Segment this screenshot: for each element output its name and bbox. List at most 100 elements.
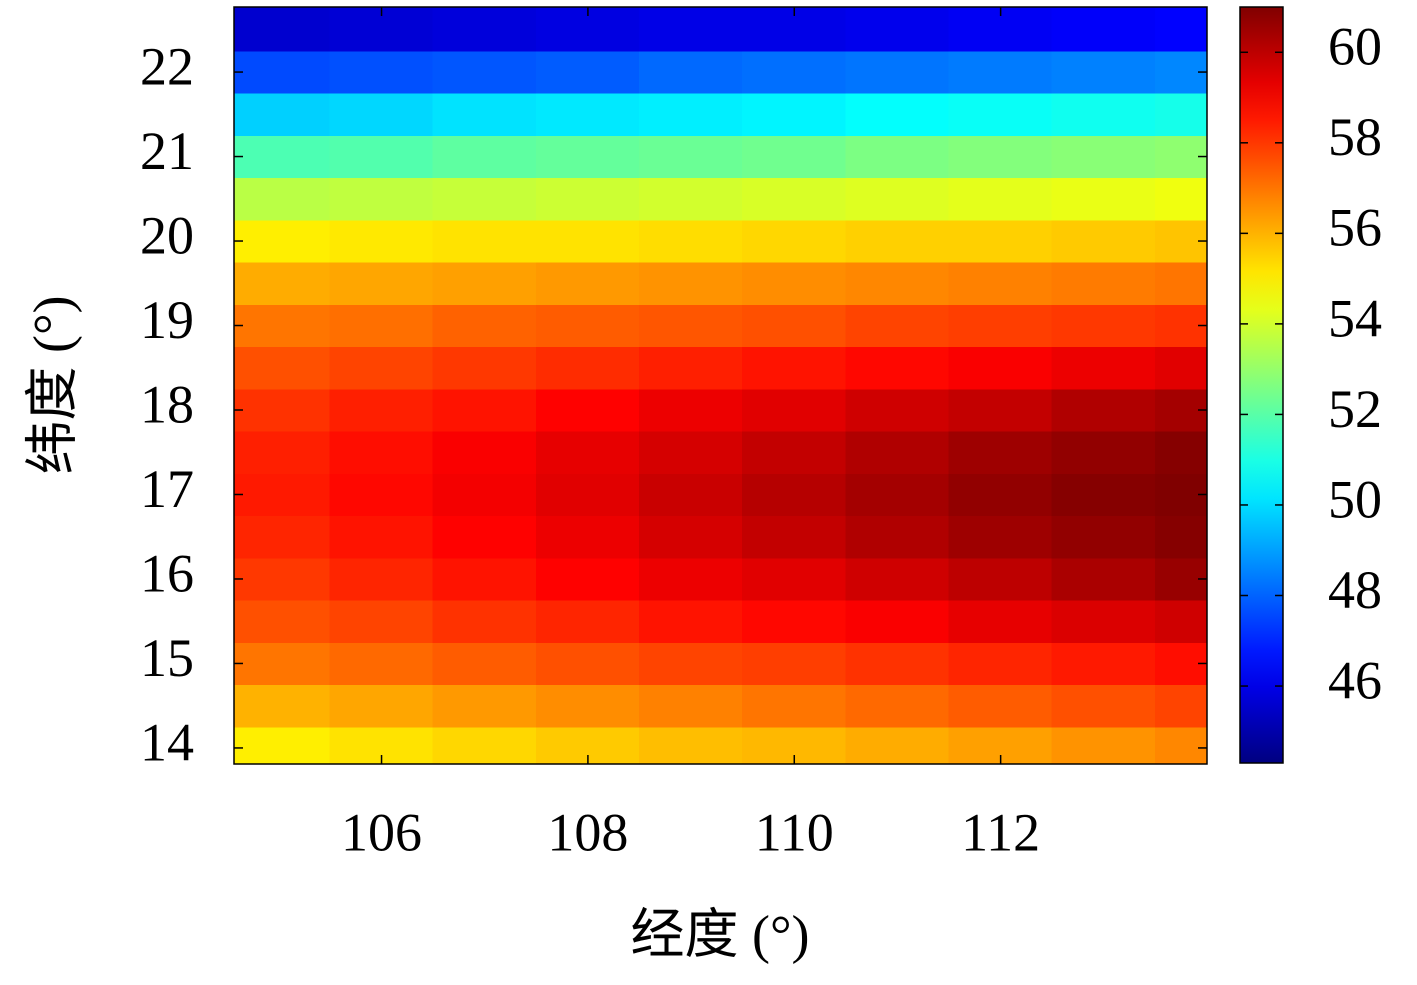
heatmap-cell bbox=[1051, 388, 1156, 432]
heatmap-cell bbox=[845, 684, 950, 728]
x-tick-label: 112 bbox=[961, 802, 1040, 862]
heatmap-cell bbox=[845, 472, 950, 517]
heatmap-cell bbox=[432, 346, 537, 390]
heatmap-cell bbox=[639, 515, 744, 559]
heatmap-cell bbox=[432, 472, 537, 517]
heatmap-cell bbox=[1154, 7, 1207, 52]
heatmap-cell bbox=[535, 515, 641, 559]
heatmap-cell bbox=[742, 388, 847, 432]
heatmap-cell bbox=[639, 7, 744, 52]
heatmap-cell bbox=[234, 261, 331, 305]
colorbar-tick-label: 48 bbox=[1328, 560, 1382, 620]
heatmap-cell bbox=[535, 472, 641, 517]
heatmap-cell bbox=[1154, 261, 1207, 305]
y-tick-label: 14 bbox=[140, 712, 194, 772]
heatmap-cell bbox=[639, 430, 744, 474]
heatmap-cell bbox=[845, 388, 950, 432]
heatmap-cell bbox=[535, 219, 641, 263]
heatmap-cell bbox=[948, 134, 1053, 179]
heatmap-cell bbox=[1051, 261, 1156, 305]
heatmap-cell bbox=[432, 177, 537, 221]
heatmap-cell bbox=[948, 599, 1053, 643]
colorbar-tick-label: 58 bbox=[1328, 107, 1382, 167]
heatmap-cell bbox=[234, 7, 331, 52]
heatmap-cell bbox=[742, 219, 847, 263]
heatmap-cell bbox=[845, 303, 950, 348]
heatmap-cell bbox=[948, 684, 1053, 728]
heatmap-cell bbox=[329, 177, 434, 221]
heatmap-cell bbox=[329, 261, 434, 305]
heatmap-cell bbox=[1154, 515, 1207, 559]
heatmap-cell bbox=[329, 515, 434, 559]
y-tick-label: 17 bbox=[140, 459, 194, 519]
heatmap-cell bbox=[234, 726, 331, 764]
heatmap-cell bbox=[234, 50, 331, 94]
heatmap-cell bbox=[1154, 177, 1207, 221]
heatmap-cell bbox=[329, 50, 434, 94]
heatmap-cell bbox=[742, 641, 847, 686]
heatmap-cell bbox=[1051, 219, 1156, 263]
heatmap-cell bbox=[845, 641, 950, 686]
heatmap-cell bbox=[1051, 684, 1156, 728]
heatmap-cell bbox=[845, 557, 950, 601]
heatmap-cell bbox=[845, 219, 950, 263]
heatmap-cell bbox=[432, 388, 537, 432]
heatmap-cell bbox=[639, 92, 744, 136]
heatmap-cell bbox=[845, 7, 950, 52]
heatmap-cell bbox=[948, 557, 1053, 601]
heatmap-cell bbox=[639, 388, 744, 432]
heatmap-cell bbox=[432, 557, 537, 601]
heatmap-cell bbox=[948, 261, 1053, 305]
heatmap-cell bbox=[1051, 50, 1156, 94]
heatmap-cell bbox=[1051, 177, 1156, 221]
heatmap-cell bbox=[535, 346, 641, 390]
heatmap-cell bbox=[535, 388, 641, 432]
x-tick-label: 108 bbox=[547, 802, 628, 862]
heatmap-cell bbox=[234, 515, 331, 559]
heatmap-cell bbox=[432, 134, 537, 179]
heatmap-cell bbox=[948, 515, 1053, 559]
heatmap-cell bbox=[845, 261, 950, 305]
heatmap-cell bbox=[845, 92, 950, 136]
heatmap-cell bbox=[535, 430, 641, 474]
heatmap-cell bbox=[639, 599, 744, 643]
heatmap-cell bbox=[234, 388, 331, 432]
heatmap-cell bbox=[535, 177, 641, 221]
heatmap-cell bbox=[1154, 430, 1207, 474]
heatmap-cell bbox=[639, 134, 744, 179]
heatmap-cell bbox=[234, 430, 331, 474]
heatmap-cell bbox=[329, 346, 434, 390]
heatmap-cell bbox=[234, 219, 331, 263]
heatmap-cell bbox=[1051, 472, 1156, 517]
heatmap-cells bbox=[234, 7, 1207, 764]
colorbar-tick-label: 60 bbox=[1328, 17, 1382, 77]
heatmap-cell bbox=[742, 177, 847, 221]
heatmap-cell bbox=[432, 641, 537, 686]
heatmap-cell bbox=[329, 472, 434, 517]
heatmap-cell bbox=[742, 92, 847, 136]
heatmap-cell bbox=[742, 261, 847, 305]
y-tick-label: 15 bbox=[140, 628, 194, 688]
heatmap-cell bbox=[432, 261, 537, 305]
heatmap-cell bbox=[1051, 726, 1156, 764]
heatmap-cell bbox=[639, 641, 744, 686]
heatmap-cell bbox=[1051, 346, 1156, 390]
heatmap-cell bbox=[432, 92, 537, 136]
heatmap-cell bbox=[1154, 92, 1207, 136]
heatmap-cell bbox=[742, 472, 847, 517]
heatmap-cell bbox=[1051, 92, 1156, 136]
colorbar-tick-label: 46 bbox=[1328, 650, 1382, 710]
heatmap-cell bbox=[432, 50, 537, 94]
heatmap-cell bbox=[1051, 430, 1156, 474]
heatmap-cell bbox=[432, 599, 537, 643]
heatmap-cell bbox=[1154, 726, 1207, 764]
heatmap-cell bbox=[845, 599, 950, 643]
heatmap-cell bbox=[329, 134, 434, 179]
heatmap-cell bbox=[1051, 134, 1156, 179]
y-tick-label: 19 bbox=[140, 290, 194, 350]
heatmap-cell bbox=[432, 684, 537, 728]
heatmap-cell bbox=[535, 261, 641, 305]
heatmap-cell bbox=[535, 641, 641, 686]
heatmap-cell bbox=[639, 50, 744, 94]
heatmap-cell bbox=[432, 7, 537, 52]
